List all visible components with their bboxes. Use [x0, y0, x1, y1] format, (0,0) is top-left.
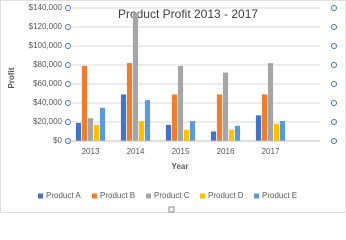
legend-swatch	[254, 193, 259, 199]
legend-label: Product C	[154, 191, 190, 200]
bar	[132, 12, 139, 141]
bar	[234, 125, 241, 141]
bar	[93, 124, 100, 141]
bar	[210, 131, 217, 141]
y-tick-label: $100,000	[29, 41, 63, 50]
legend-swatch	[200, 193, 205, 199]
legend-label: Product E	[262, 191, 297, 200]
y-tick-label: $0	[53, 136, 62, 145]
legend-label: Product B	[100, 191, 135, 200]
bar	[126, 63, 133, 141]
y-tick-label: $40,000	[33, 98, 62, 107]
y-tick-label: $120,000	[29, 22, 63, 31]
bar	[183, 129, 190, 141]
y-axis-title: Profit	[7, 67, 16, 88]
x-tick-label: 2015	[172, 147, 190, 156]
bar	[120, 94, 127, 141]
bar	[255, 115, 262, 141]
legend-label: Product D	[208, 191, 244, 200]
legend-swatch	[38, 193, 43, 199]
y-tick-label: $60,000	[33, 79, 62, 88]
bar	[87, 118, 94, 141]
y-tick-label: $80,000	[33, 60, 62, 69]
bar	[144, 100, 151, 141]
y-tick-label: $20,000	[33, 117, 62, 126]
x-tick-label: 2016	[217, 147, 235, 156]
x-tick-label: 2013	[82, 147, 100, 156]
x-tick-label: 2014	[127, 147, 145, 156]
bar	[177, 65, 184, 141]
x-tick-label: 2017	[262, 147, 280, 156]
x-axis-title: Year	[172, 162, 189, 171]
bar	[189, 121, 196, 141]
bar	[273, 123, 280, 141]
chart-title: Product Profit 2013 - 2017	[118, 7, 258, 21]
bar	[75, 122, 82, 141]
legend-swatch	[146, 193, 151, 199]
bar	[228, 129, 235, 141]
legend-label: Product A	[46, 191, 81, 200]
bar	[279, 121, 286, 141]
bar	[165, 124, 172, 141]
bar	[261, 94, 268, 141]
bar	[216, 94, 223, 141]
bar	[171, 94, 178, 141]
bar	[138, 121, 145, 141]
bar	[81, 65, 88, 141]
y-tick-label: $140,000	[29, 3, 63, 12]
bar	[222, 72, 229, 141]
chart: Product Profit 2013 - 2017 Profit Year $…	[0, 0, 346, 213]
bar	[267, 63, 274, 141]
bar	[99, 107, 106, 141]
legend-swatch	[92, 193, 97, 199]
